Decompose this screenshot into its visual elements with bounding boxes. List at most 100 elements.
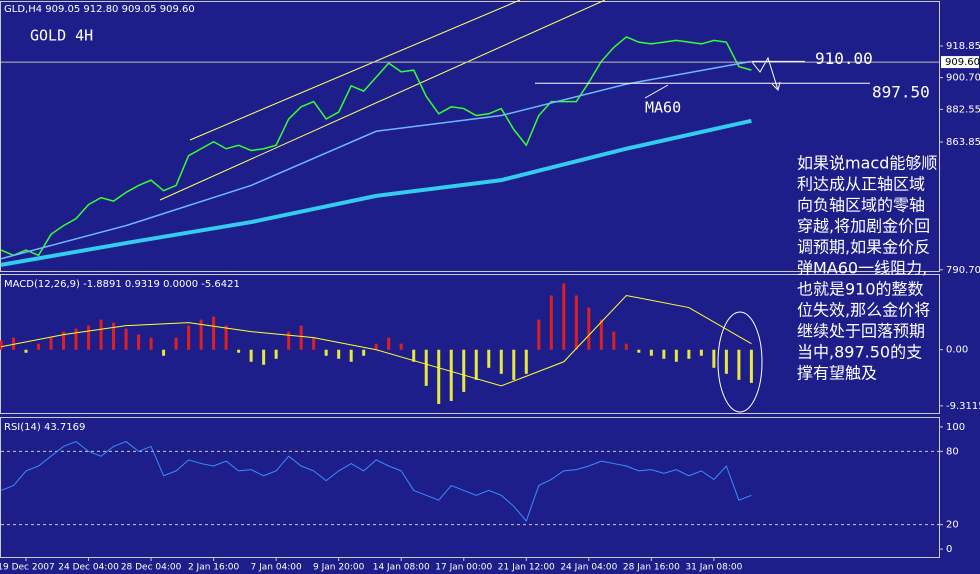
macd-bar (562, 283, 566, 350)
macd-bar (724, 349, 728, 374)
macd-bar (474, 349, 478, 380)
x-tick-label: 28 Jan 16:00 (623, 563, 680, 573)
macd-bar (587, 307, 591, 350)
x-tick-label: 24 Jan 04:00 (560, 563, 617, 573)
macd-bar (112, 322, 116, 350)
macd-bar (324, 349, 328, 356)
macd-bar (262, 349, 266, 365)
macd-bar (524, 349, 528, 374)
macd-bar (624, 343, 628, 350)
rsi-panel (0, 417, 940, 558)
macd-bar (287, 331, 291, 350)
series-line (0, 118, 752, 267)
price-panel (0, 1, 940, 272)
note-line: 当中,897.50的支 (797, 343, 922, 362)
x-tick-label: 28 Dec 04:00 (121, 563, 182, 573)
macd-bar (612, 331, 616, 350)
note-line: 也就是910的整数 (797, 280, 924, 299)
macd-bar (237, 349, 241, 353)
macd-bar (687, 349, 691, 359)
level-label: 910.00 (815, 49, 873, 68)
level-label: 897.50 (872, 83, 930, 102)
macd-bar (462, 349, 466, 392)
macd-bar (649, 349, 653, 356)
macd-bar (737, 349, 741, 380)
macd-bar (712, 349, 716, 368)
y-tick-label: 900.70 (946, 73, 980, 84)
x-tick-label: 21 Jan 12:00 (498, 563, 555, 573)
macd-bar (337, 349, 341, 359)
macd-bar (437, 349, 441, 404)
macd-bar (362, 349, 366, 356)
y-tick-label: 0 (946, 544, 952, 555)
macd-bar (74, 328, 78, 350)
macd-bar (37, 343, 41, 350)
ma-label: MA60 (645, 99, 681, 117)
macd-bar (399, 343, 403, 350)
macd-bar (62, 331, 66, 350)
x-tick-label: 7 Jan 04:00 (251, 563, 303, 573)
macd-bar (449, 349, 453, 401)
macd-bar (49, 337, 53, 350)
macd-bar (312, 337, 316, 350)
macd-header: MACD(12,26,9) -1.8891 0.9319 0.0000 -5.6… (4, 279, 240, 290)
series-line (0, 441, 752, 522)
macd-bar (162, 349, 166, 356)
macd-bar (137, 334, 141, 350)
macd-bar (549, 295, 553, 350)
price-header: GLD,H4 909.05 912.80 909.05 909.60 (4, 4, 195, 15)
macd-bar (412, 349, 416, 362)
macd-bar (699, 349, 703, 356)
x-tick-label: 17 Jan 00:00 (435, 563, 492, 573)
highlight-ellipse (717, 311, 763, 413)
x-tick-label: 2 Jan 16:00 (188, 563, 240, 573)
y-tick-label: 80 (946, 446, 959, 457)
arrow (771, 81, 781, 91)
x-tick-label: 14 Jan 08:00 (373, 563, 430, 573)
macd-bar (387, 337, 391, 350)
note-line: 位失效,那么金价将 (797, 301, 930, 320)
y-tick-label: 790.70 (946, 265, 980, 276)
note-line: 弹MA60一线阻力, (797, 259, 927, 278)
series-line (0, 36, 752, 257)
y-tick-label: 918.85 (946, 41, 980, 52)
y-tick-label: -9.3115 (946, 401, 980, 412)
note-line: 利达成从正轴区域 (797, 175, 925, 194)
note-line: 向负轴区域的零轴 (797, 196, 925, 215)
macd-bar (599, 319, 603, 350)
y-tick-label: 100 (946, 422, 965, 433)
x-tick-label: 19 Dec 2007 (0, 563, 55, 573)
x-tick-label: 24 Dec 04:00 (58, 563, 119, 573)
macd-bar (674, 349, 678, 362)
macd-bar (487, 349, 491, 368)
macd-bar (749, 349, 753, 383)
macd-bar (99, 319, 103, 350)
macd-bar (512, 349, 516, 380)
macd-bar (537, 319, 541, 350)
macd-bar (0, 340, 3, 350)
macd-bar (212, 316, 216, 350)
note-line: 如果说macd能够顺 (797, 154, 937, 173)
note-line: 撑有望触及 (797, 364, 877, 383)
macd-bar (149, 337, 153, 350)
macd-bar (87, 325, 91, 350)
macd-bar (187, 325, 191, 350)
note-line: 调预期,如果金价反 (797, 238, 930, 257)
y-tick-label: 20 (946, 520, 959, 531)
macd-bar (374, 343, 378, 350)
macd-bar (637, 349, 641, 353)
price-box (941, 56, 979, 69)
macd-bar (24, 349, 28, 353)
macd-bar (199, 319, 203, 350)
macd-bar (124, 328, 128, 350)
macd-bar (424, 349, 428, 386)
chart-title: GOLD 4H (30, 27, 93, 45)
channel-line (189, 0, 521, 141)
note-line: 穿越,将加剧金价回 (797, 217, 930, 236)
price-label: 909.60 (945, 57, 980, 68)
macd-bar (349, 349, 353, 362)
macd-bar (224, 325, 228, 350)
macd-bar (662, 349, 666, 359)
